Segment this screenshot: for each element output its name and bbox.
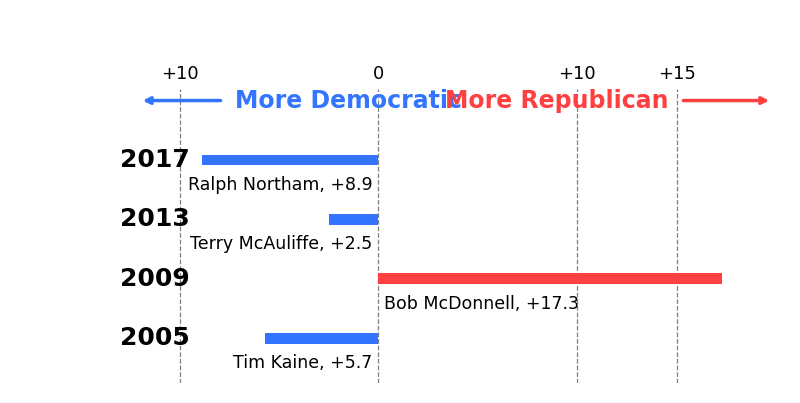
Bar (329, 214, 378, 225)
Text: Tim Kaine, +5.7: Tim Kaine, +5.7 (234, 354, 373, 372)
Text: 2005: 2005 (120, 326, 190, 350)
Text: 2017: 2017 (120, 148, 190, 172)
Text: Bob McDonnell, +17.3: Bob McDonnell, +17.3 (384, 295, 579, 313)
Text: More Republican: More Republican (445, 89, 669, 112)
Text: 2013: 2013 (120, 208, 190, 231)
Text: Terry McAuliffe, +2.5: Terry McAuliffe, +2.5 (190, 235, 373, 253)
Text: 2009: 2009 (120, 267, 190, 291)
Bar (265, 333, 378, 344)
Text: Ralph Northam, +8.9: Ralph Northam, +8.9 (188, 176, 373, 194)
Bar (378, 274, 722, 284)
Bar (202, 155, 378, 165)
Text: More Democratic: More Democratic (235, 89, 462, 112)
